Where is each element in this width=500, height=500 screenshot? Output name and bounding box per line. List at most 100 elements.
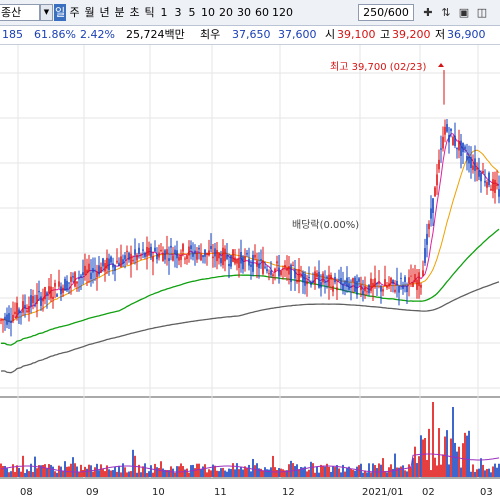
- candle-body: [472, 165, 474, 170]
- volume-bar: [476, 469, 478, 477]
- period-tab-7[interactable]: 1: [160, 6, 168, 19]
- candle-body: [130, 253, 132, 265]
- candle-body: [64, 278, 66, 291]
- candle-body: [292, 265, 294, 267]
- candle-body: [190, 245, 192, 250]
- save-icon[interactable]: ▣: [458, 6, 470, 19]
- candle-body: [166, 249, 168, 254]
- stock-chart[interactable]: 최고 39,700 (02/23) 배당락(0.00%) 08 09 10 11 12 2…: [0, 45, 500, 500]
- value-2: 37,600: [278, 28, 317, 41]
- volume-bar: [486, 468, 488, 477]
- volume-bar: [78, 471, 80, 477]
- volume-bar: [472, 464, 474, 477]
- ma-line-20: [1, 149, 500, 323]
- volume-bar: [418, 456, 420, 477]
- period-tab-13[interactable]: 60: [255, 6, 269, 19]
- candle-body: [330, 275, 332, 280]
- candle-body: [188, 246, 190, 256]
- period-tab-2[interactable]: 월: [84, 6, 95, 19]
- stock-dropdown-icon[interactable]: ▼: [40, 4, 53, 21]
- candle-body: [110, 256, 112, 263]
- candle-body: [384, 279, 386, 287]
- candle-body: [324, 281, 326, 284]
- candle-body: [378, 282, 380, 284]
- volume-bar: [336, 465, 338, 477]
- period-tab-8[interactable]: 3: [174, 6, 182, 19]
- stock-name-field[interactable]: 종산: [0, 4, 40, 21]
- candle-body: [448, 135, 450, 143]
- volume-bar: [94, 467, 96, 477]
- volume-bar: [428, 428, 430, 477]
- volume-bar: [246, 467, 248, 477]
- candle-body: [284, 264, 286, 268]
- indicator-settings-icon[interactable]: ✚: [423, 6, 433, 19]
- period-tab-4[interactable]: 분: [114, 6, 125, 19]
- period-tab-11[interactable]: 20: [219, 6, 233, 19]
- volume-bar: [474, 471, 476, 477]
- volume-bar: [180, 463, 182, 477]
- volume-bar: [160, 461, 162, 477]
- volume-bar: [422, 439, 424, 477]
- candle-body: [488, 172, 490, 186]
- candle-body: [280, 270, 282, 276]
- candle-body: [178, 256, 180, 261]
- volume-bar: [352, 469, 354, 477]
- candle-body: [282, 268, 284, 270]
- candle-body: [38, 290, 40, 293]
- candle-body: [402, 284, 404, 290]
- period-tab-12[interactable]: 30: [237, 6, 251, 19]
- candle-body: [366, 291, 368, 293]
- candle-body: [152, 256, 154, 262]
- volume-bar: [420, 435, 422, 477]
- candle-body: [36, 294, 38, 304]
- candle-body: [396, 280, 398, 286]
- volume-bar: [168, 470, 170, 477]
- candle-body: [408, 277, 410, 284]
- volume-bar: [338, 468, 340, 477]
- sort-icon[interactable]: ⇅: [441, 6, 451, 19]
- candle-body: [424, 248, 426, 264]
- candle-body: [12, 314, 14, 321]
- period-tab-9[interactable]: 5: [188, 6, 196, 19]
- candle-body: [44, 286, 46, 300]
- candle-body: [498, 189, 500, 197]
- candle-body: [390, 278, 392, 284]
- chart-grid: [0, 45, 500, 479]
- volume-bars: [0, 402, 500, 477]
- candle-count-field[interactable]: 250/600: [358, 4, 414, 21]
- candle-body: [290, 264, 292, 283]
- volume-bar: [494, 463, 496, 477]
- volume-bar: [434, 457, 436, 477]
- volume-bar: [240, 466, 242, 477]
- period-tab-5[interactable]: 초: [129, 6, 140, 19]
- volume-bar: [80, 464, 82, 477]
- volume-bar: [224, 470, 226, 477]
- candle-body: [194, 250, 196, 254]
- volume-bar: [432, 402, 434, 477]
- period-tab-6[interactable]: 틱: [144, 6, 155, 19]
- volume-bar: [480, 458, 482, 477]
- period-tab-10[interactable]: 10: [201, 6, 215, 19]
- period-tab-14[interactable]: 120: [272, 6, 293, 19]
- more-icon[interactable]: ◫: [476, 6, 488, 19]
- volume-bar: [108, 469, 110, 477]
- candle-body: [252, 254, 254, 272]
- volume-bar: [402, 465, 404, 477]
- candle-body: [72, 276, 74, 278]
- volume-bar: [320, 464, 322, 477]
- volume-bar: [448, 464, 450, 477]
- volume-bar: [252, 458, 254, 477]
- candle-body: [440, 148, 442, 150]
- period-tab-3[interactable]: 년: [99, 6, 110, 19]
- period-tab-0[interactable]: 일: [54, 4, 66, 21]
- period-tab-1[interactable]: 주: [69, 6, 80, 19]
- volume-bar: [106, 465, 108, 477]
- volume-bar: [72, 457, 74, 477]
- candle-body: [198, 247, 200, 250]
- candle-body: [434, 187, 436, 197]
- volume-bar: [40, 465, 42, 477]
- candle-body: [240, 252, 242, 264]
- candle-body: [40, 296, 42, 306]
- volume-bar: [186, 468, 188, 477]
- volume-bar: [110, 470, 112, 477]
